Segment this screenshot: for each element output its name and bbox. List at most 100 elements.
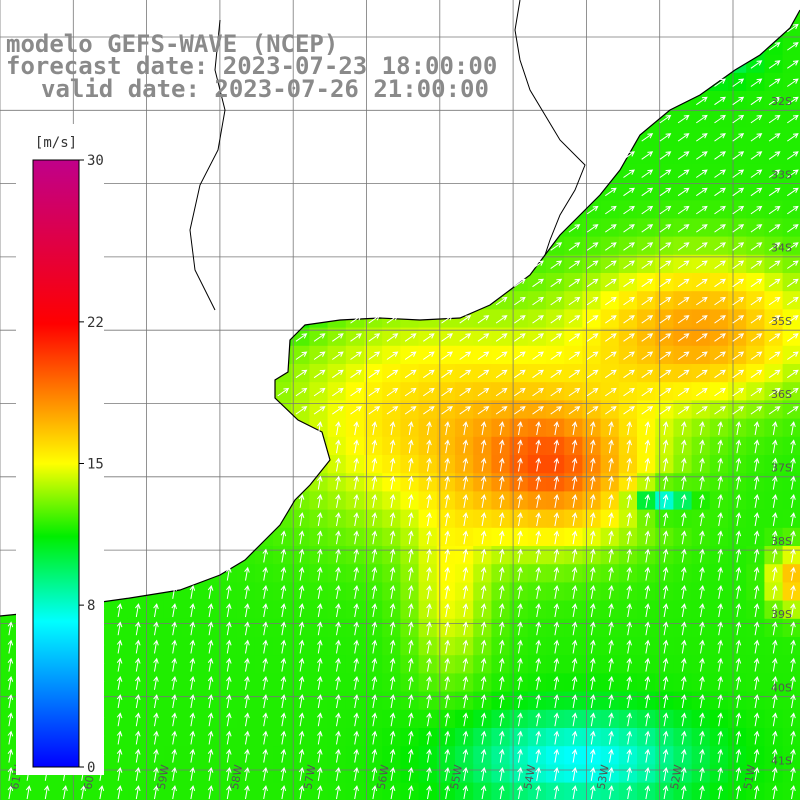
wind-arrow bbox=[790, 530, 796, 545]
wind-arrow bbox=[626, 621, 632, 636]
wind-arrow bbox=[353, 603, 359, 618]
wind-arrow bbox=[189, 730, 196, 745]
field-cell bbox=[455, 382, 474, 401]
field-cell bbox=[345, 455, 365, 474]
wind-arrow bbox=[404, 351, 417, 360]
wind-arrow bbox=[295, 369, 308, 379]
wind-arrow bbox=[714, 315, 726, 324]
wind-arrow bbox=[153, 766, 159, 781]
coastline bbox=[0, 9, 800, 617]
field-cell bbox=[327, 655, 347, 674]
wind-arrow bbox=[317, 657, 323, 672]
wind-arrow bbox=[298, 584, 305, 599]
field-cell bbox=[509, 400, 529, 420]
field-cell bbox=[655, 145, 674, 165]
field-cell bbox=[782, 527, 800, 547]
field-cell bbox=[473, 473, 492, 492]
field-cell bbox=[564, 254, 583, 274]
field-cell bbox=[455, 364, 474, 383]
wind-arrow bbox=[772, 421, 778, 436]
wind-arrow bbox=[353, 657, 359, 672]
field-cell bbox=[327, 473, 347, 492]
wind-arrow bbox=[477, 333, 490, 342]
wind-arrow bbox=[605, 333, 617, 342]
lat-label: 35S bbox=[771, 315, 792, 328]
field-cell bbox=[54, 782, 74, 802]
wind-arrow bbox=[753, 748, 760, 763]
field-cell bbox=[582, 655, 602, 674]
field-cell bbox=[691, 600, 711, 620]
field-cell bbox=[709, 473, 729, 492]
field-cell bbox=[637, 546, 656, 565]
field-cell bbox=[382, 327, 401, 347]
wind-arrow bbox=[280, 748, 287, 763]
field-cell bbox=[473, 764, 492, 784]
field-cell bbox=[691, 400, 711, 420]
wind-arrow bbox=[353, 694, 359, 709]
wind-arrow bbox=[480, 566, 487, 581]
field-cell bbox=[691, 436, 711, 456]
field-cell bbox=[564, 345, 583, 365]
wind-arrow bbox=[495, 315, 508, 324]
wind-arrow bbox=[368, 369, 381, 379]
field-cell bbox=[491, 546, 511, 565]
wind-arrow bbox=[717, 603, 723, 618]
field-cell bbox=[182, 600, 201, 620]
field-cell bbox=[564, 546, 583, 565]
wind-arrow bbox=[353, 675, 359, 690]
field-cell bbox=[473, 455, 492, 474]
field-cell bbox=[728, 163, 747, 183]
field-cell bbox=[509, 564, 529, 583]
wind-arrow bbox=[408, 493, 414, 508]
wind-arrow bbox=[553, 439, 560, 454]
wind-arrow bbox=[662, 584, 669, 599]
wind-arrow bbox=[641, 278, 654, 288]
wind-arrow bbox=[517, 512, 523, 527]
wind-arrow bbox=[790, 566, 796, 581]
wind-arrow bbox=[480, 694, 487, 709]
wind-arrow bbox=[280, 584, 287, 599]
wind-arrow bbox=[462, 421, 469, 436]
wind-arrow bbox=[571, 730, 578, 745]
field-cell bbox=[691, 127, 711, 147]
field-cell bbox=[746, 455, 765, 474]
wind-arrow bbox=[605, 296, 617, 306]
wind-arrow bbox=[244, 730, 250, 745]
wind-arrow bbox=[714, 151, 726, 160]
field-cell bbox=[163, 655, 183, 674]
wind-arrow bbox=[535, 475, 541, 490]
wind-arrow bbox=[677, 242, 690, 251]
wind-arrow bbox=[608, 766, 614, 781]
wind-arrow bbox=[787, 387, 799, 397]
wind-arrow bbox=[226, 748, 232, 763]
field-cell bbox=[436, 436, 456, 456]
wind-arrow bbox=[477, 406, 490, 415]
wind-arrow bbox=[641, 205, 654, 215]
wind-arrow bbox=[644, 621, 651, 636]
field-cell bbox=[709, 364, 729, 383]
field-cell bbox=[218, 764, 238, 784]
field-cell bbox=[273, 709, 292, 729]
field-cell bbox=[364, 400, 383, 420]
field-cell bbox=[345, 400, 365, 420]
field-cell bbox=[746, 564, 765, 583]
field-cell bbox=[673, 637, 693, 656]
wind-arrow bbox=[462, 675, 469, 690]
wind-arrow bbox=[787, 278, 799, 288]
field-cell bbox=[546, 655, 565, 674]
field-cell bbox=[637, 436, 656, 456]
field-cell bbox=[673, 291, 693, 310]
field-cell bbox=[509, 382, 529, 401]
wind-arrow bbox=[353, 548, 359, 563]
wind-arrow bbox=[735, 675, 742, 690]
field-cell bbox=[618, 436, 638, 456]
wind-arrow bbox=[350, 315, 362, 324]
wind-arrow bbox=[226, 584, 232, 599]
wind-arrows bbox=[7, 23, 799, 800]
field-cell bbox=[637, 746, 656, 765]
field-cell bbox=[782, 728, 800, 747]
field-cell bbox=[509, 455, 529, 474]
wind-arrow bbox=[768, 406, 781, 415]
wind-arrow bbox=[772, 512, 778, 527]
wind-arrow bbox=[153, 694, 159, 709]
